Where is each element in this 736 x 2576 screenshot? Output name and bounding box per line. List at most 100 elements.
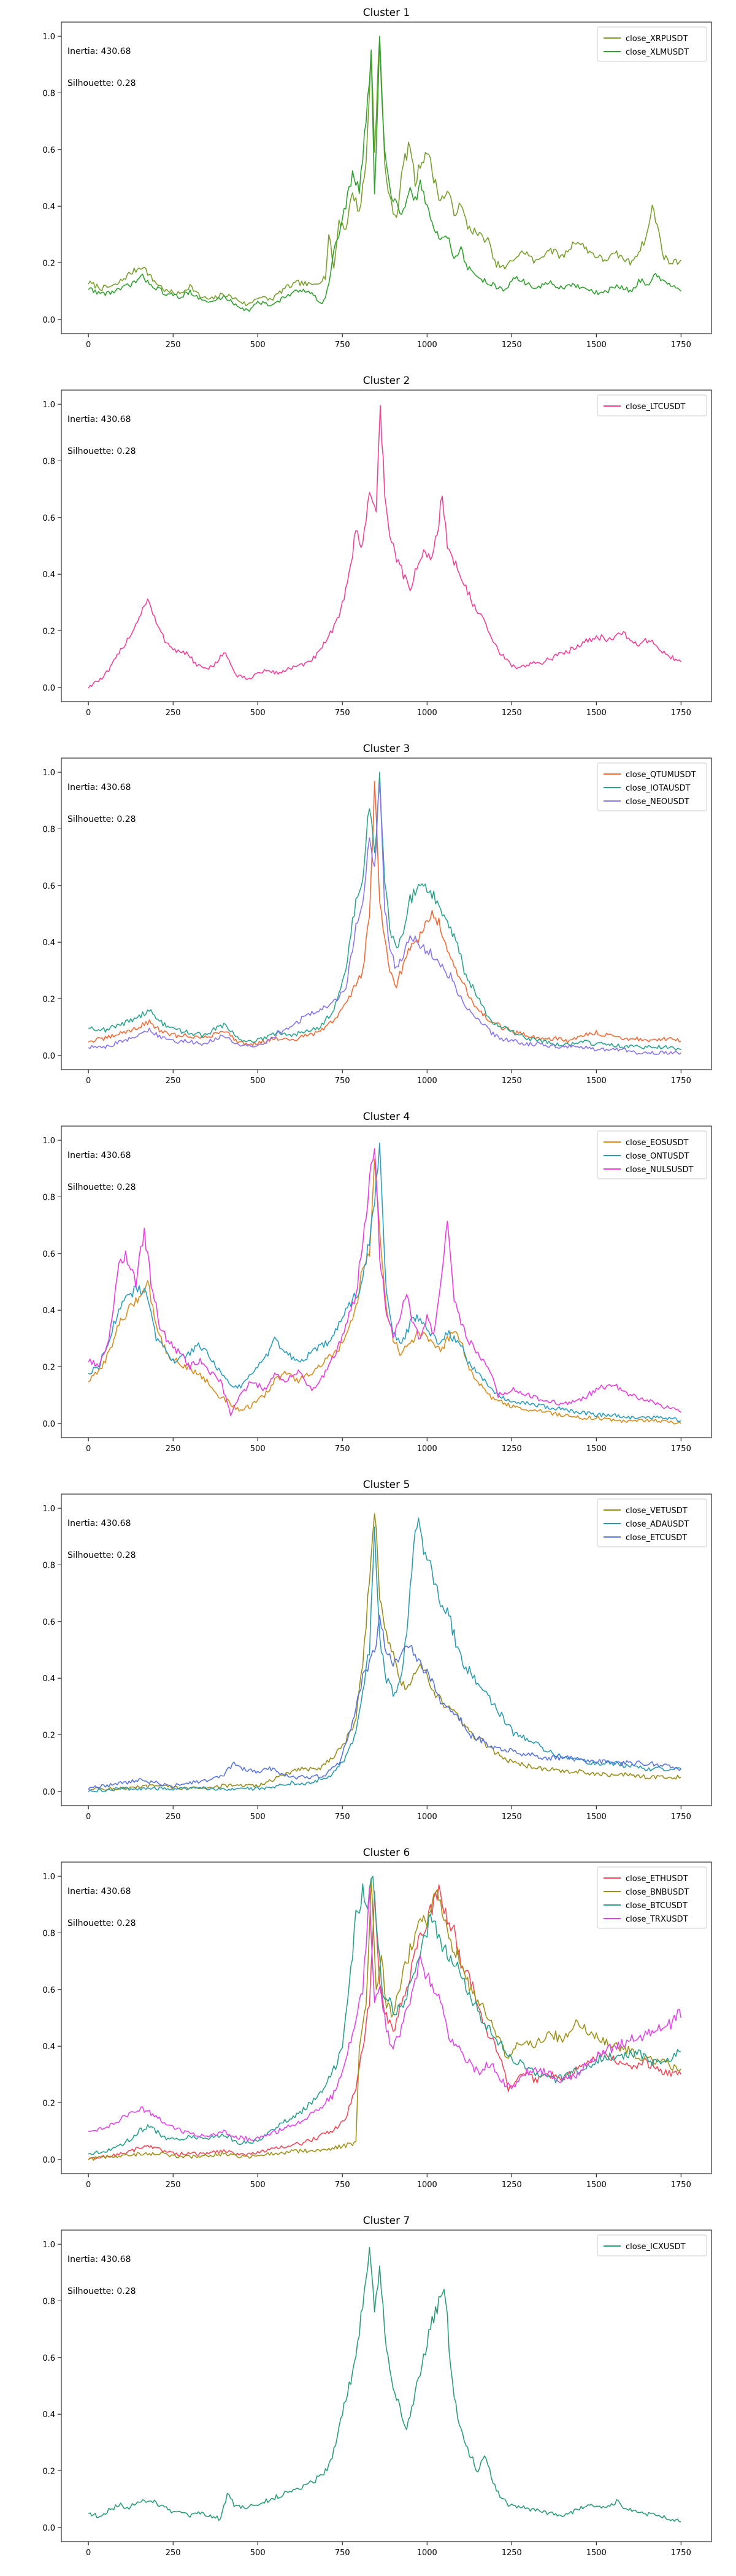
chart-cluster-4: Cluster 4 0 250 500 750 1000 1250 1500 1750 0.0 0.…	[42, 1111, 712, 1454]
x-tick-label: 0	[86, 2180, 91, 2190]
y-tick-label: 1.0	[42, 2241, 55, 2250]
chart-cluster-5: Cluster 5 0 250 500 750 1000 1250 1500 1750 0.0 0.…	[42, 1479, 712, 1822]
y-tick-label: 0.8	[42, 1561, 55, 1570]
y-tick-label: 1.0	[42, 1873, 55, 1882]
series-group	[88, 2247, 681, 2523]
legend-box	[597, 1866, 707, 1929]
series-group	[88, 36, 681, 312]
series-group	[88, 772, 681, 1055]
y-tick-label: 1.0	[42, 1137, 55, 1146]
x-tick-label: 1500	[586, 1812, 607, 1822]
y-tick-label: 1.0	[42, 401, 55, 410]
plot-frame	[61, 389, 712, 702]
y-tick-label: 1.0	[42, 33, 55, 42]
chart-title: Cluster 6	[363, 1847, 410, 1859]
legend: close_ICXUSDT	[597, 2234, 707, 2256]
y-tick-label: 0.6	[42, 1618, 55, 1627]
legend-label: close_IOTAUSDT	[626, 784, 691, 793]
y-tick-label: 0.4	[42, 570, 55, 580]
chart-cluster-6: Cluster 6 0 250 500 750 1000 1250 1500 1750 0.0 0.…	[42, 1847, 712, 2190]
legend: close_VETUSDT close_ADAUSDT close_ETCUSDT	[597, 1498, 707, 1547]
legend-label: close_ETHUSDT	[626, 1874, 688, 1884]
x-tick-label: 1750	[671, 2180, 691, 2190]
chart-title: Cluster 4	[363, 1111, 410, 1123]
x-tick-label: 0	[86, 708, 91, 718]
x-tick-label: 1000	[417, 1812, 437, 1822]
chart-title: Cluster 7	[363, 2215, 410, 2227]
y-tick-label: 0.6	[42, 1250, 55, 1259]
silhouette-annotation: Silhouette: 0.28	[67, 447, 136, 456]
y-tick-label: 0.0	[42, 684, 55, 693]
x-tick-label: 250	[166, 708, 181, 718]
legend-label: close_XLMUSDT	[626, 48, 689, 57]
y-tick-label: 0.2	[42, 2099, 55, 2109]
x-tick-label: 1000	[417, 1076, 437, 1086]
series-line-close_IOTAUSDT	[88, 772, 681, 1051]
y-tick-label: 0.4	[42, 202, 55, 212]
series-line-close_EOSUSDT	[88, 1159, 681, 1425]
x-tick-label: 750	[335, 2548, 350, 2558]
x-tick-label: 250	[166, 2548, 181, 2558]
x-tick-label: 1250	[502, 340, 522, 350]
plot-frame	[61, 1493, 712, 1806]
y-tick-label: 0.0	[42, 2156, 55, 2165]
silhouette-annotation: Silhouette: 0.28	[67, 2287, 136, 2296]
legend-label: close_QTUMUSDT	[626, 770, 696, 780]
y-tick-label: 0.2	[42, 1731, 55, 1741]
y-tick-label: 0.2	[42, 1363, 55, 1373]
x-tick-label: 1000	[417, 708, 437, 718]
legend-label: close_ETCUSDT	[626, 1533, 687, 1543]
y-tick-label: 0.2	[42, 627, 55, 637]
legend: close_LTCUSDT	[597, 394, 707, 416]
series-line-close_VETUSDT	[88, 1513, 681, 1791]
legend-box	[597, 394, 707, 416]
legend-label: close_XRPUSDT	[626, 34, 688, 44]
legend-label: close_VETUSDT	[626, 1506, 688, 1516]
silhouette-annotation: Silhouette: 0.28	[67, 1919, 136, 1928]
x-tick-label: 750	[335, 708, 350, 718]
x-tick-label: 750	[335, 1812, 350, 1822]
y-tick-label: 0.2	[42, 2467, 55, 2477]
y-tick-label: 0.4	[42, 2042, 55, 2052]
y-tick-label: 0.2	[42, 259, 55, 269]
legend-label: close_EOSUSDT	[626, 1138, 688, 1148]
chart-title: Cluster 2	[363, 375, 410, 387]
x-tick-label: 1250	[502, 2548, 522, 2558]
legend: close_QTUMUSDT close_IOTAUSDT close_NEOUSD…	[597, 762, 707, 811]
x-tick-label: 1000	[417, 1444, 437, 1454]
chart-title: Cluster 5	[363, 1479, 410, 1491]
y-tick-label: 0.6	[42, 146, 55, 155]
chart-cluster-7: Cluster 7 0 250 500 750 1000 1250 1500 1750 0.0 0.…	[42, 2215, 712, 2558]
y-tick-label: 0.4	[42, 938, 55, 948]
y-tick-label: 0.0	[42, 1420, 55, 1429]
y-tick-label: 0.8	[42, 2297, 55, 2306]
legend-box	[597, 2234, 707, 2256]
y-tick-label: 0.6	[42, 2354, 55, 2363]
y-tick-label: 0.4	[42, 2410, 55, 2420]
x-tick-label: 500	[250, 1076, 266, 1086]
inertia-annotation: Inertia: 430.68	[67, 2255, 131, 2264]
series-line-close_QTUMUSDT	[88, 781, 681, 1046]
x-tick-label: 1250	[502, 1444, 522, 1454]
legend-label: close_ICXUSDT	[626, 2242, 686, 2252]
plot-frame	[61, 2229, 712, 2542]
x-tick-label: 250	[166, 2180, 181, 2190]
x-tick-label: 500	[250, 708, 266, 718]
x-tick-label: 1500	[586, 708, 607, 718]
y-tick-label: 0.6	[42, 514, 55, 523]
series-group	[88, 1876, 682, 2161]
y-tick-label: 0.6	[42, 882, 55, 891]
series-group	[88, 405, 681, 689]
series-line-close_ONTUSDT	[88, 1142, 681, 1422]
chart-cluster-1: Cluster 1 0 250 500 750 1000 1250 1500 1750 0.0 0.…	[42, 7, 712, 350]
y-tick-label: 0.8	[42, 457, 55, 466]
plot-frame	[61, 757, 712, 1070]
series-line-close_XLMUSDT	[88, 36, 681, 312]
x-tick-label: 1500	[586, 1076, 607, 1086]
x-tick-label: 1500	[586, 340, 607, 350]
legend-box	[597, 1498, 707, 1547]
silhouette-annotation: Silhouette: 0.28	[67, 1551, 136, 1560]
inertia-annotation: Inertia: 430.68	[67, 1887, 131, 1896]
y-tick-label: 0.8	[42, 89, 55, 98]
